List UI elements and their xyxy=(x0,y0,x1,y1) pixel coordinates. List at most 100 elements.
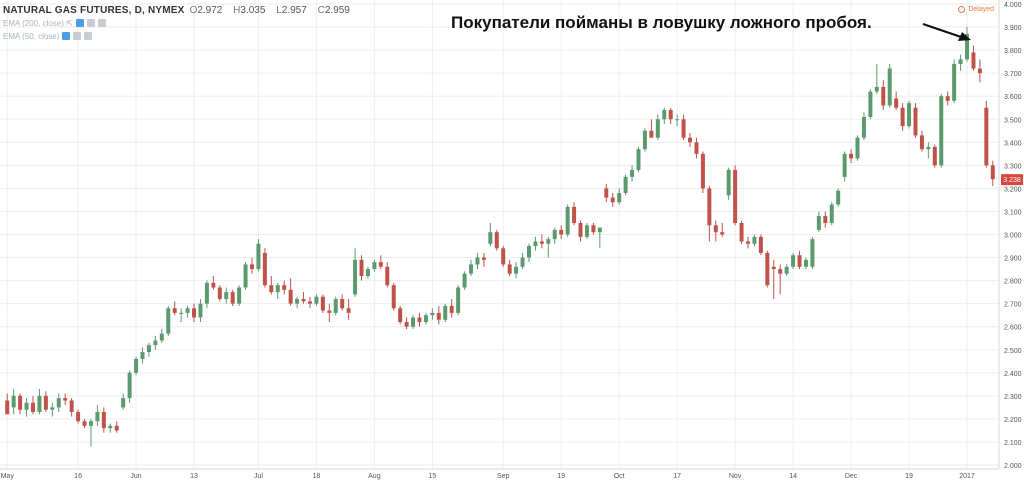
annotation-arrow xyxy=(922,22,971,41)
price-tick-label: 2.200 xyxy=(1004,417,1022,424)
candles xyxy=(5,27,995,447)
candle xyxy=(707,186,712,242)
time-tick-label: Nov xyxy=(729,473,742,480)
candle xyxy=(578,220,583,242)
candle-body xyxy=(185,308,190,313)
candle-body xyxy=(829,204,834,223)
candle xyxy=(758,234,763,256)
eye-icon[interactable] xyxy=(75,19,84,27)
candle-body xyxy=(211,282,216,288)
candle xyxy=(868,89,873,120)
time-tick-label: May xyxy=(1,473,15,480)
candle-body xyxy=(95,411,100,422)
candle xyxy=(623,174,628,196)
ohlc-values: O2.972 H3.035 L2.957 C2.959 xyxy=(190,5,358,16)
candle-body xyxy=(398,308,403,323)
candle xyxy=(411,315,416,330)
price-tick-label: 2.600 xyxy=(1004,325,1022,332)
candle xyxy=(108,423,113,433)
candle xyxy=(494,229,499,251)
candle-body xyxy=(475,257,480,265)
candle-body xyxy=(816,216,821,230)
candle-body xyxy=(359,259,364,276)
candle xyxy=(894,91,899,111)
time-tick-label: 15 xyxy=(428,473,436,480)
candle xyxy=(88,418,93,447)
indicator-ema200-row[interactable]: EMA (200, close) ⇱ xyxy=(3,17,358,29)
time-axis[interactable]: May 16 Jun 13 Jul 18 Aug 15 Sep 19 Oct 17 Nov 14 Dec 19… xyxy=(1,473,975,480)
candle-body xyxy=(217,287,222,300)
delayed-status[interactable]: Delayed xyxy=(958,6,994,13)
candle xyxy=(688,133,693,147)
candle xyxy=(932,144,937,168)
candle xyxy=(803,257,808,270)
candle-body xyxy=(720,232,725,235)
candle-body xyxy=(179,312,184,314)
candle-body xyxy=(372,262,377,270)
candle-body xyxy=(539,241,544,244)
candle xyxy=(488,222,493,247)
candle xyxy=(365,266,370,279)
candle xyxy=(314,294,319,306)
close-icon[interactable] xyxy=(97,19,106,27)
candle xyxy=(333,296,338,316)
indicator-ema50-row[interactable]: EMA (50, close) xyxy=(3,30,358,42)
settings-icon[interactable] xyxy=(86,19,95,27)
candle xyxy=(423,312,428,325)
price-tick-label: 2.400 xyxy=(1004,371,1022,378)
candle-body xyxy=(301,299,306,302)
candle xyxy=(320,294,325,313)
price-axis[interactable]: 4.000 3.900 3.800 3.700 3.600 3.500 3.400 3.300… xyxy=(1004,2,1022,470)
candle-body xyxy=(610,197,615,203)
candle xyxy=(526,243,531,263)
candle-body xyxy=(462,273,467,288)
candle-body xyxy=(166,308,171,334)
candle xyxy=(179,308,184,323)
low-label: L xyxy=(276,4,282,16)
candle xyxy=(913,103,918,138)
close-icon[interactable] xyxy=(84,32,93,40)
last-price-box xyxy=(1001,174,1023,186)
candle-body xyxy=(82,421,87,426)
candle xyxy=(630,165,635,182)
candle-body xyxy=(140,352,145,359)
eye-icon[interactable] xyxy=(62,32,71,40)
candle-body xyxy=(739,222,744,242)
candle xyxy=(353,248,358,297)
candle xyxy=(256,239,261,272)
candle xyxy=(810,236,815,270)
candle-body xyxy=(642,130,647,150)
candle xyxy=(861,112,866,140)
symbol-name[interactable]: NATURAL GAS FUTURES, D, NYMEX xyxy=(3,4,185,16)
candle-body xyxy=(18,395,23,410)
candle xyxy=(101,407,106,433)
candle xyxy=(295,296,300,309)
settings-icon[interactable] xyxy=(73,32,82,40)
candle-body xyxy=(939,96,944,166)
candle xyxy=(533,236,538,251)
candle-body xyxy=(778,269,783,274)
candle-body xyxy=(43,395,48,410)
candle-body xyxy=(346,308,351,313)
candle xyxy=(572,202,577,226)
candle-body xyxy=(881,86,886,106)
candle xyxy=(765,250,770,288)
candle xyxy=(726,167,731,200)
candle-body xyxy=(913,107,918,136)
candle-body xyxy=(655,119,660,138)
price-tick-label: 2.500 xyxy=(1004,348,1022,355)
candle-body xyxy=(836,190,841,205)
candle xyxy=(507,259,512,276)
candle xyxy=(443,303,448,323)
candle xyxy=(43,391,48,412)
candle xyxy=(404,317,409,330)
price-tick-label: 3.100 xyxy=(1004,209,1022,216)
candle-body xyxy=(127,372,132,399)
price-tick-label: 3.600 xyxy=(1004,94,1022,101)
candle-body xyxy=(552,229,557,240)
candle xyxy=(262,248,267,288)
candle-body xyxy=(604,188,609,198)
candle-body xyxy=(965,33,970,60)
candle-body xyxy=(855,137,860,159)
